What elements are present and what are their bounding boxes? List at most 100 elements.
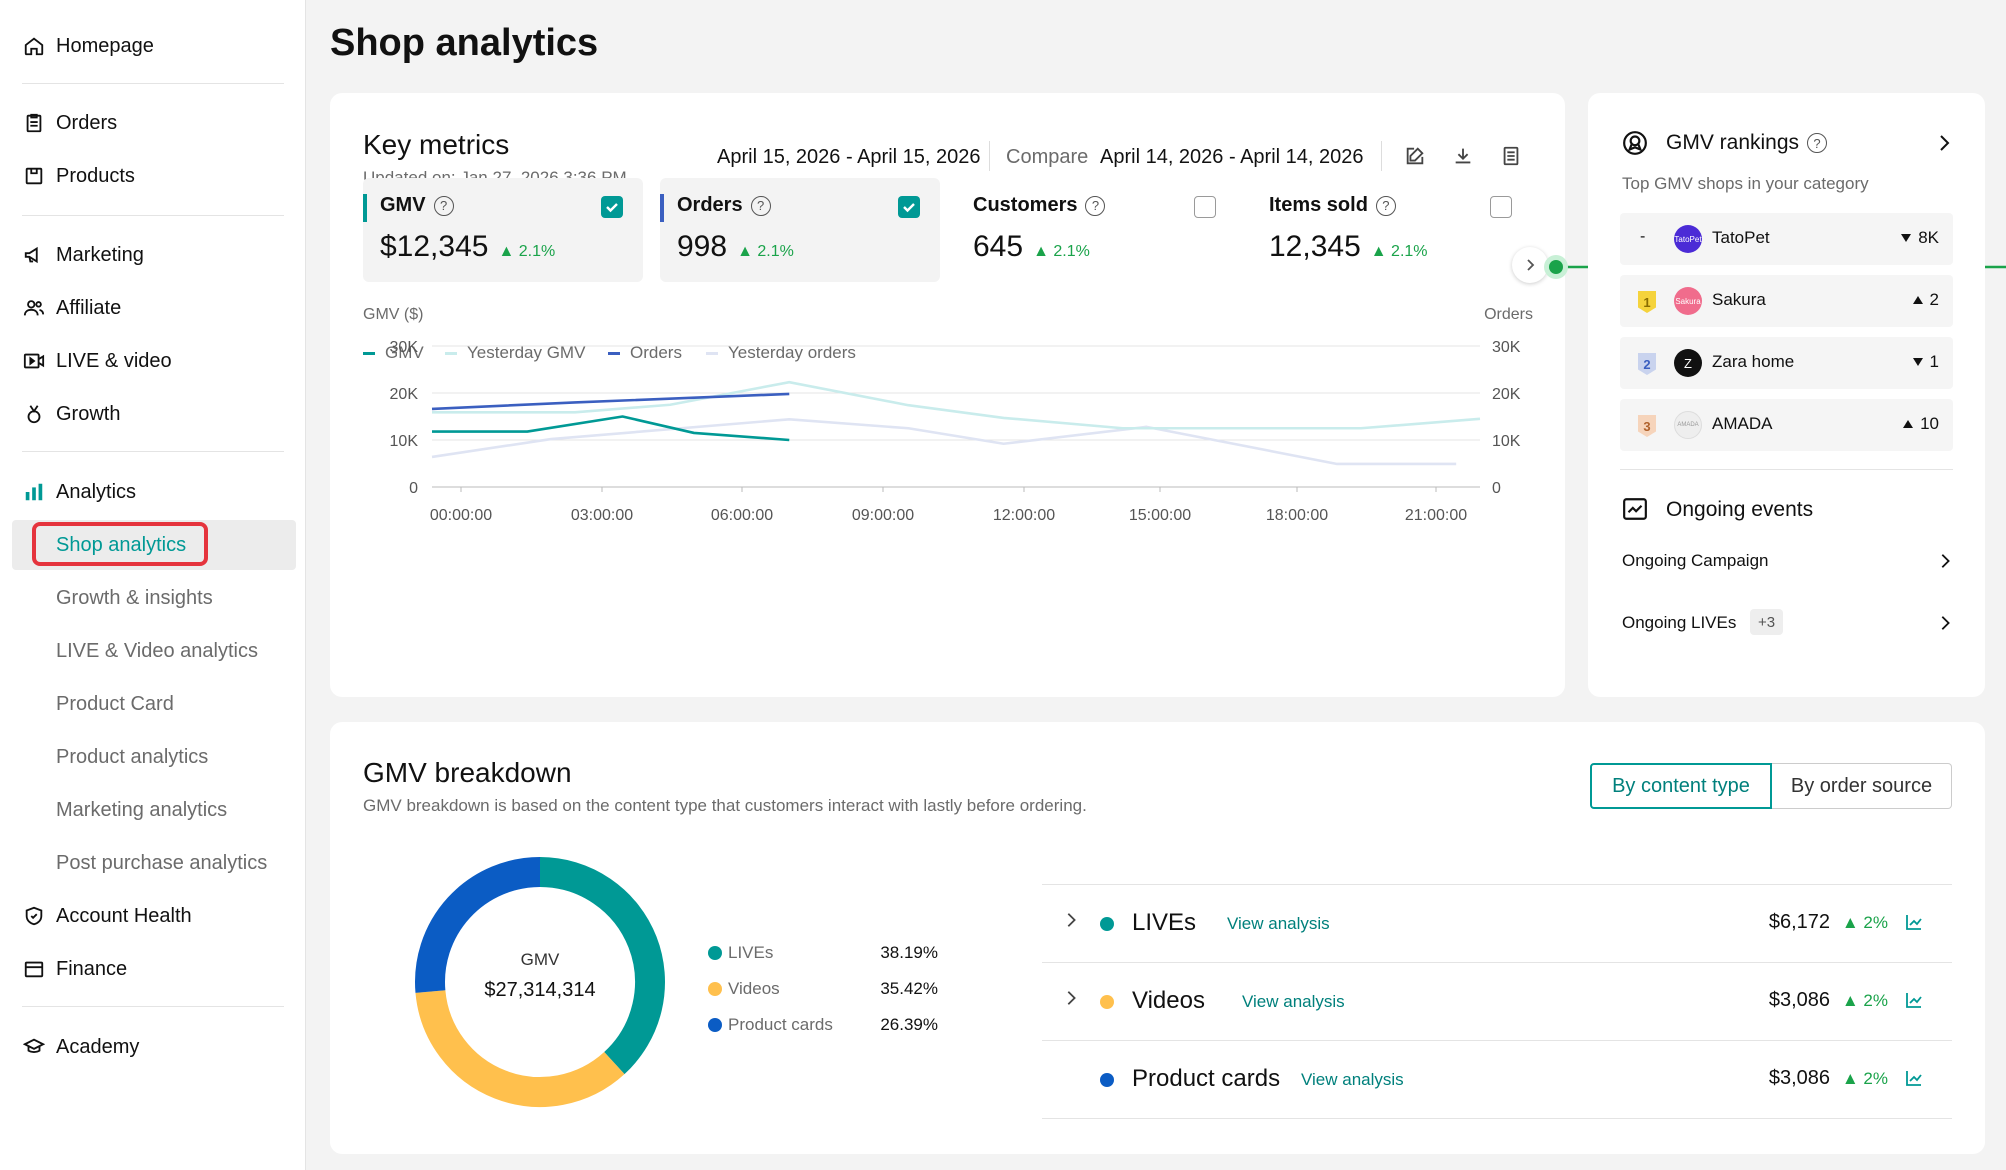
y-tick-label: 20K [390, 386, 419, 403]
donut-slice-videos[interactable] [415, 989, 625, 1107]
chevron-right-icon[interactable] [1936, 552, 1954, 575]
row-change: 2% [1863, 913, 1888, 932]
home-icon [22, 34, 46, 58]
lives-count-badge: +3 [1750, 609, 1784, 635]
rank-badge: 1 [1638, 291, 1656, 313]
sidebar-item-products[interactable]: Products [22, 156, 135, 196]
metric-items-sold[interactable]: Items sold? 12,345 ▲ 2.1% [1252, 178, 1532, 282]
trend-chart-icon[interactable] [1904, 990, 1924, 1015]
tab-by-order-source[interactable]: By order source [1772, 763, 1952, 809]
series-line-yesterday-orders [431, 418, 1457, 466]
row-name: Product cards [1132, 1065, 1281, 1092]
sidebar-item-finance[interactable]: Finance [22, 949, 127, 989]
legend-orders[interactable]: Orders [608, 343, 682, 363]
ongoing-lives-link[interactable]: Ongoing LIVEs [1622, 613, 1737, 632]
sidebar-item-account-health[interactable]: Account Health [22, 896, 192, 936]
metric-checkbox[interactable] [1194, 196, 1216, 218]
metric-checkbox[interactable] [898, 196, 920, 218]
date-range[interactable]: April 15, 2026 - April 15, 2026 [717, 146, 981, 168]
ongoing-campaign-link[interactable]: Ongoing Campaign [1622, 551, 1769, 570]
view-analysis-link[interactable]: View analysis [1227, 914, 1330, 933]
metric-customers[interactable]: Customers? 645 ▲ 2.1% [956, 178, 1236, 282]
scroll-right-button[interactable] [1512, 247, 1548, 283]
line-chart: GMV ($) Orders 30K 30K 20K 20K 10K 10K 0 0 00:00:0… [363, 306, 1533, 524]
sidebar-subitem-product-card[interactable]: Product Card [56, 692, 174, 715]
help-icon[interactable]: ? [1085, 195, 1106, 216]
tab-by-content-type[interactable]: By content type [1590, 763, 1772, 809]
metric-value: 12,345 [1269, 230, 1361, 263]
ranking-row[interactable]: 3 AMADA AMADA 10 [1620, 399, 1953, 451]
sidebar-item-live-video[interactable]: LIVE & video [22, 341, 172, 381]
sidebar-item-affiliate[interactable]: Affiliate [22, 288, 121, 328]
chevron-right-icon[interactable] [1062, 911, 1080, 934]
rank-delta: 2 [1929, 290, 1939, 309]
metric-gmv[interactable]: GMV? $12,345 ▲ 2.1% [363, 178, 643, 282]
metric-checkbox[interactable] [1490, 196, 1512, 218]
help-icon[interactable]: ? [1375, 195, 1396, 216]
x-tick-label: 21:00:00 [1405, 507, 1467, 524]
legend-yesterday-gmv[interactable]: Yesterday GMV [445, 343, 585, 363]
chevron-right-icon[interactable] [1936, 614, 1954, 637]
breakdown-row-product-cards[interactable]: Product cards View analysis $3,086 ▲ 2% [1042, 1041, 1952, 1119]
metric-label: GMV [380, 194, 426, 216]
compare-range[interactable]: April 14, 2026 - April 14, 2026 [1100, 146, 1364, 168]
shop-name: Zara home [1712, 352, 1795, 371]
sidebar-subitem-label[interactable]: Shop analytics [56, 533, 187, 556]
y2-tick-label: 20K [1492, 386, 1521, 403]
ranking-row[interactable]: 1 Sakura Sakura 2 [1620, 275, 1953, 327]
sidebar-subitem-product-analytics[interactable]: Product analytics [56, 745, 209, 768]
shop-name: TatoPet [1712, 228, 1770, 247]
sidebar-item-orders[interactable]: Orders [22, 103, 117, 143]
sidebar-item-shop-analytics[interactable] [12, 520, 296, 570]
sidebar-item-label: Orders [56, 111, 118, 134]
sidebar-item-homepage[interactable]: Homepage [22, 26, 154, 66]
rank-delta: 10 [1920, 414, 1939, 433]
sidebar-subitem-marketing-analytics[interactable]: Marketing analytics [56, 798, 228, 821]
sidebar-subitem-post-purchase-analytics[interactable]: Post purchase analytics [56, 851, 268, 874]
trend-chart-icon[interactable] [1904, 1068, 1924, 1093]
view-analysis-link[interactable]: View analysis [1301, 1070, 1404, 1089]
legend-yesterday-orders[interactable]: Yesterday orders [706, 343, 856, 363]
sidebar-item-growth[interactable]: Growth [22, 394, 120, 434]
key-metrics-title: Key metrics [363, 129, 510, 160]
metric-orders[interactable]: Orders? 998 ▲ 2.1% [660, 178, 940, 282]
legend-gmv[interactable]: GMV [363, 343, 424, 363]
sidebar-subitem-growth-insights[interactable]: Growth & insights [56, 586, 213, 609]
y2-tick-label: 10K [1492, 433, 1521, 450]
chevron-right-icon[interactable] [1062, 989, 1080, 1012]
donut-slice-lives[interactable] [539, 857, 665, 1075]
chevron-right-icon[interactable] [1934, 133, 1954, 158]
highlight-box [32, 522, 208, 566]
edit-icon[interactable] [1404, 145, 1426, 172]
breakdown-row-lives[interactable]: LIVEs View analysis $6,172 ▲ 2% [1042, 885, 1952, 963]
help-icon[interactable]: ? [750, 195, 771, 216]
help-icon[interactable]: ? [1807, 133, 1828, 153]
view-analysis-link[interactable]: View analysis [1242, 992, 1345, 1011]
report-icon[interactable] [1500, 145, 1522, 172]
megaphone-icon [22, 243, 46, 267]
sidebar-item-label: LIVE & video [56, 349, 172, 372]
download-icon[interactable] [1452, 145, 1474, 172]
trend-chart-icon[interactable] [1904, 912, 1924, 937]
ranking-row[interactable]: - TatoPet TatoPet 8K [1620, 213, 1953, 265]
metric-value: $12,345 [380, 230, 489, 263]
help-icon[interactable]: ? [433, 195, 454, 216]
y-tick-label: 0 [409, 480, 418, 497]
donut-chart [415, 857, 665, 1107]
gmv-breakdown-title: GMV breakdown [363, 757, 572, 788]
bar-chart-icon [22, 480, 46, 504]
pie-legend-pct: 26.39% [880, 1015, 938, 1034]
rankings-divider [1620, 469, 1953, 470]
legend-label: Yesterday GMV [467, 343, 586, 362]
sidebar-item-marketing[interactable]: Marketing [22, 235, 144, 275]
sidebar-subitem-live-video-analytics[interactable]: LIVE & Video analytics [56, 639, 258, 662]
shop-logo: TatoPet [1674, 225, 1702, 253]
breakdown-row-videos[interactable]: Videos View analysis $3,086 ▲ 2% [1042, 963, 1952, 1041]
donut-slice-product-cards[interactable] [415, 857, 541, 993]
x-tick-label: 18:00:00 [1266, 507, 1328, 524]
sidebar-item-analytics[interactable]: Analytics [22, 472, 136, 512]
x-tick-label: 12:00:00 [993, 507, 1055, 524]
sidebar-item-academy[interactable]: Academy [22, 1027, 139, 1067]
metric-checkbox[interactable] [601, 196, 623, 218]
ranking-row[interactable]: 2 Z Zara home 1 [1620, 337, 1953, 389]
